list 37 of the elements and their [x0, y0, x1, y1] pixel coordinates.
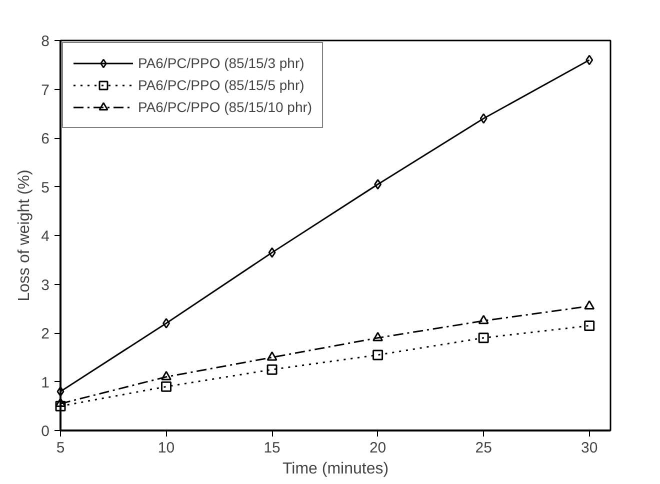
- point: [372, 332, 384, 342]
- legend-label: PA6/PC/PPO (85/15/3 phr): [138, 55, 304, 71]
- y-tick-label: 5: [41, 179, 50, 196]
- point: [478, 314, 489, 324]
- point: [266, 351, 278, 361]
- x-tick-label: 5: [56, 440, 65, 456]
- y-tick-label: 8: [41, 33, 50, 50]
- point: [480, 113, 488, 124]
- point: [374, 179, 382, 190]
- y-tick-label: 2: [41, 326, 50, 342]
- point: [372, 350, 384, 360]
- y-axis-title: Loss of weight (%): [16, 170, 34, 302]
- point: [161, 370, 172, 380]
- point: [584, 320, 595, 331]
- x-tick-label: 30: [581, 440, 598, 456]
- y-tick-label: 7: [41, 82, 50, 99]
- y-tick-label: 4: [41, 228, 50, 245]
- y-tick-label: 6: [41, 130, 50, 148]
- point: [584, 300, 595, 310]
- y-tick-label: 0: [41, 423, 50, 440]
- legend-label: PA6/PC/PPO (85/15/10 phr): [138, 99, 312, 115]
- point: [55, 400, 66, 412]
- x-axis-title: Time (minutes): [282, 460, 389, 478]
- point: [586, 54, 594, 66]
- y-tick-label: 3: [41, 276, 50, 294]
- point: [56, 386, 64, 397]
- x-tick-label: 15: [264, 440, 280, 456]
- point: [266, 364, 278, 375]
- point: [161, 381, 172, 392]
- legend-label: PA6/PC/PPO (85/15/5 phr): [138, 77, 304, 93]
- point: [478, 332, 489, 344]
- point: [268, 247, 276, 258]
- x-tick-label: 25: [475, 440, 492, 456]
- x-tick-label: 20: [369, 440, 386, 456]
- point: [162, 318, 170, 328]
- x-tick-label: 10: [158, 440, 175, 456]
- y-tick-label: 1: [41, 374, 50, 392]
